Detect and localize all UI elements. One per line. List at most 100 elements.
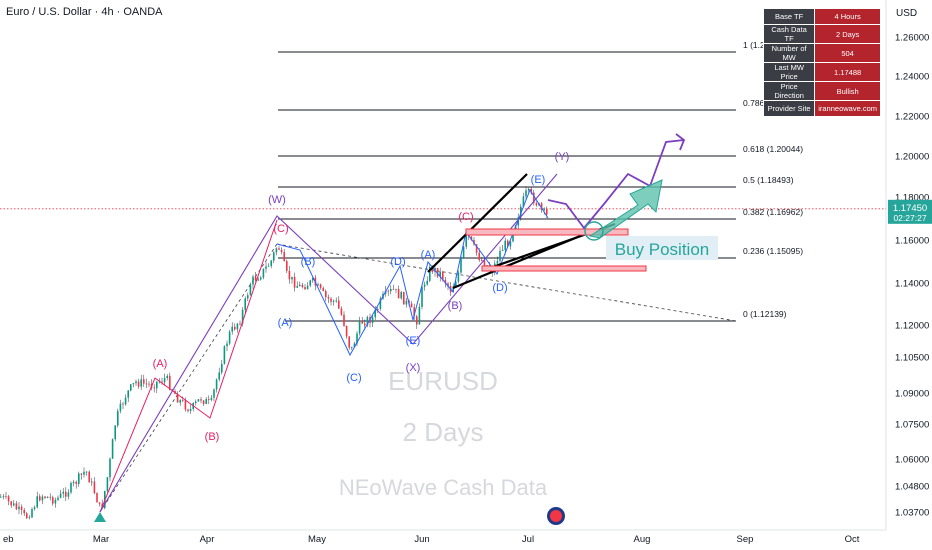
candle-body (67, 492, 70, 497)
candle-body (288, 270, 291, 280)
candle-body (114, 425, 116, 440)
wave-label: (A) (421, 249, 436, 261)
candle-body (254, 276, 257, 281)
candle-body (270, 260, 272, 266)
candle-body (332, 300, 335, 302)
candle-body (166, 375, 168, 379)
candle-body (197, 399, 200, 402)
entry-circle (584, 221, 604, 241)
wave-label: (B) (448, 300, 463, 312)
info-value: Bullish (814, 81, 881, 101)
candle-body (75, 481, 77, 484)
price-axis (886, 0, 932, 550)
price-tag-value: 1.17450 (893, 203, 927, 214)
candle-body (44, 496, 46, 498)
support-zone (465, 228, 629, 236)
candle-body (223, 346, 226, 364)
candle-body (72, 481, 75, 484)
y-tick-label: 1.26000 (895, 33, 929, 44)
candle-body (436, 268, 439, 277)
candle-body (109, 458, 111, 478)
wave-label: (C) (346, 372, 361, 384)
watermark-text: 2 Days (403, 417, 484, 447)
candle-body (122, 403, 124, 405)
candle-body (348, 336, 350, 348)
candle-body (184, 400, 187, 410)
candle-body (210, 397, 213, 400)
candle-body (278, 248, 280, 250)
candle-body (470, 236, 473, 240)
candle-body (525, 190, 527, 197)
candle-body (85, 471, 88, 473)
candle-body (247, 295, 249, 299)
info-key: Number of MW (762, 43, 816, 63)
candle-body (319, 284, 322, 289)
event-icon-inner (550, 510, 562, 522)
x-tick-label: Apr (200, 534, 215, 545)
candle-body (241, 309, 244, 324)
candle-body (358, 320, 361, 334)
candle-body (145, 383, 148, 385)
candle-body (218, 372, 220, 380)
candle-body (202, 400, 205, 404)
candle-body (65, 491, 67, 497)
candle-body (140, 379, 142, 387)
candle-body (275, 248, 278, 253)
wave-label: (E) (406, 335, 421, 347)
candle-body (405, 300, 408, 305)
wave-label: (D) (390, 256, 405, 268)
candle-body (119, 403, 122, 412)
fib-level-label: 0.5 (1.18493) (743, 175, 794, 185)
candle-body (260, 277, 262, 280)
y-tick-label: 1.18000 (895, 193, 929, 204)
fib-level-label: 1 (1.2 (743, 40, 765, 50)
wave-line-purple (99, 173, 558, 513)
candle-body (195, 401, 197, 403)
candle-body (455, 281, 457, 287)
buy-position-label: Buy Position (615, 240, 710, 259)
candle-body (465, 233, 467, 247)
candle-body (509, 241, 512, 247)
candle-body (41, 496, 44, 501)
info-value: 504 (814, 43, 881, 63)
candle-body (429, 267, 431, 281)
candle-body (413, 307, 415, 317)
candle-body (395, 288, 397, 290)
candle-body (418, 306, 421, 325)
candle-body (31, 508, 33, 518)
candle-body (54, 499, 57, 504)
candle-body (228, 331, 231, 344)
candle-body (91, 481, 93, 483)
candle-body (327, 297, 330, 299)
candle-body (280, 249, 283, 253)
wave-label: (E) (531, 174, 546, 186)
candle-body (366, 317, 369, 326)
candle-body (213, 389, 215, 398)
wave-label: (C) (273, 223, 288, 235)
candle-body (442, 271, 444, 280)
candle-body (475, 244, 478, 253)
fib-level-label: 0.236 (1.15095) (743, 246, 803, 256)
buy-arrow (588, 179, 663, 239)
candle-body (546, 208, 548, 215)
support-zone (481, 265, 647, 272)
candle-body (325, 290, 327, 298)
fib-level-label: 0.618 (1.20044) (743, 144, 803, 154)
candle-body (96, 493, 98, 503)
candle-body (286, 261, 288, 271)
candle-body (444, 279, 447, 284)
candle-body (182, 400, 184, 401)
y-tick-label: 1.22000 (895, 112, 929, 123)
candle-body (111, 439, 114, 459)
candle-body (80, 473, 83, 475)
candle-body (153, 387, 155, 389)
candle-body (93, 481, 96, 494)
buy-position-box (606, 236, 718, 260)
candle-body (403, 291, 405, 305)
candle-body (0, 496, 2, 498)
candle-body (400, 291, 402, 299)
candle-body (392, 289, 395, 290)
info-value: 1.17488 (814, 62, 881, 82)
